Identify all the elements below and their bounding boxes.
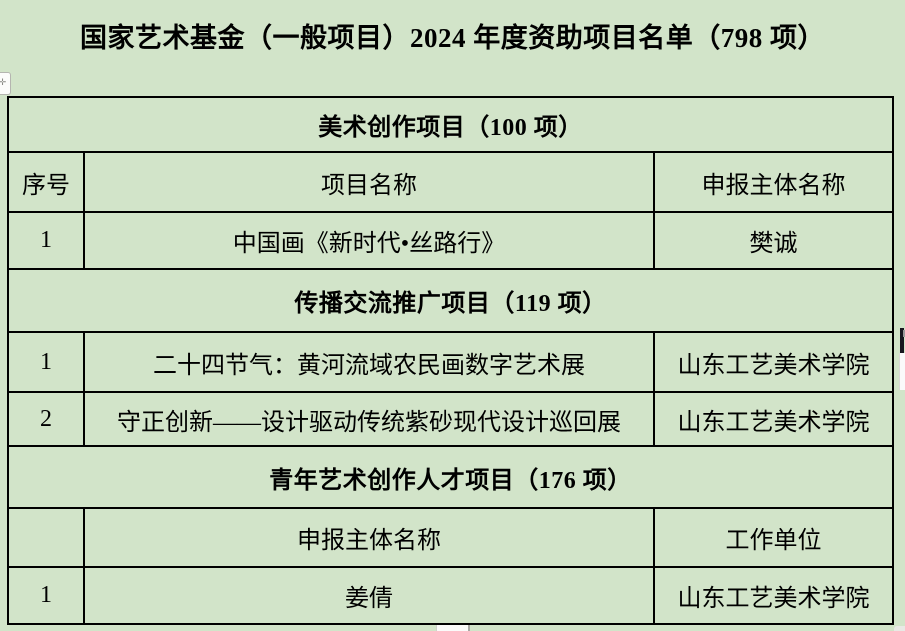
table-anchor-icon[interactable]: ✛ <box>0 72 11 95</box>
cell-name: 中国画《新时代•丝路行》 <box>83 211 655 270</box>
cell-name: 守正创新——设计驱动传统紫砂现代设计巡回展 <box>83 391 655 447</box>
scrollbar-corner <box>894 626 905 631</box>
cell-index: 序号 <box>7 151 85 213</box>
table-row: 1 姜倩 山东工艺美术学院 <box>7 566 894 625</box>
cell-org: 山东工艺美术学院 <box>653 566 894 625</box>
cell-org: 樊诚 <box>653 211 894 270</box>
cell-org: 山东工艺美术学院 <box>653 391 894 447</box>
table-row: 1 中国画《新时代•丝路行》 樊诚 <box>7 211 894 270</box>
cell-org: 山东工艺美术学院 <box>653 331 894 393</box>
column-header-row: 序号 项目名称 申报主体名称 <box>7 151 894 213</box>
projects-table-body: 美术创作项目（100 项） 序号 项目名称 申报主体名称 1 中国画《新时代•丝路行》 樊诚… <box>7 96 894 625</box>
cell-index: 1 <box>7 566 85 625</box>
projects-table: 美术创作项目（100 项） 序号 项目名称 申报主体名称 1 中国画《新时代•丝路行》 樊诚… <box>7 96 894 625</box>
table-container: 美术创作项目（100 项） 序号 项目名称 申报主体名称 1 中国画《新时代•丝路行》 樊诚… <box>7 96 894 625</box>
section-title: 青年艺术创作人才项目（176 项） <box>7 445 894 509</box>
anchor-cross-icon: ✛ <box>0 78 7 88</box>
horizontal-scrollbar-tick <box>468 625 470 631</box>
cell-name: 二十四节气：黄河流域农民画数字艺术展 <box>83 331 655 393</box>
cell-org: 工作单位 <box>653 507 894 568</box>
cell-name: 项目名称 <box>83 151 655 213</box>
cell-index: 1 <box>7 211 85 270</box>
vertical-scrollbar-track[interactable] <box>899 353 905 390</box>
vertical-scrollbar-tick <box>903 330 905 337</box>
section-header-row: 青年艺术创作人才项目（176 项） <box>7 445 894 509</box>
column-header-row: 申报主体名称 工作单位 <box>7 507 894 568</box>
section-title: 美术创作项目（100 项） <box>7 96 894 153</box>
table-row: 2 守正创新——设计驱动传统紫砂现代设计巡回展 山东工艺美术学院 <box>7 391 894 447</box>
vertical-scrollbar-thumb[interactable] <box>900 328 904 353</box>
cell-index: 1 <box>7 331 85 393</box>
cell-name: 姜倩 <box>83 566 655 625</box>
cell-name: 申报主体名称 <box>83 507 655 568</box>
page-title: 国家艺术基金（一般项目）2024 年度资助项目名单（798 项） <box>80 23 825 53</box>
cell-org: 申报主体名称 <box>653 151 894 213</box>
cell-index <box>7 507 85 568</box>
section-title: 传播交流推广项目（119 项） <box>7 268 894 333</box>
table-row: 1 二十四节气：黄河流域农民画数字艺术展 山东工艺美术学院 <box>7 331 894 393</box>
section-header-row: 传播交流推广项目（119 项） <box>7 268 894 333</box>
cell-index: 2 <box>7 391 85 447</box>
horizontal-scrollbar-thumb[interactable] <box>436 625 469 631</box>
section-header-row: 美术创作项目（100 项） <box>7 96 894 153</box>
